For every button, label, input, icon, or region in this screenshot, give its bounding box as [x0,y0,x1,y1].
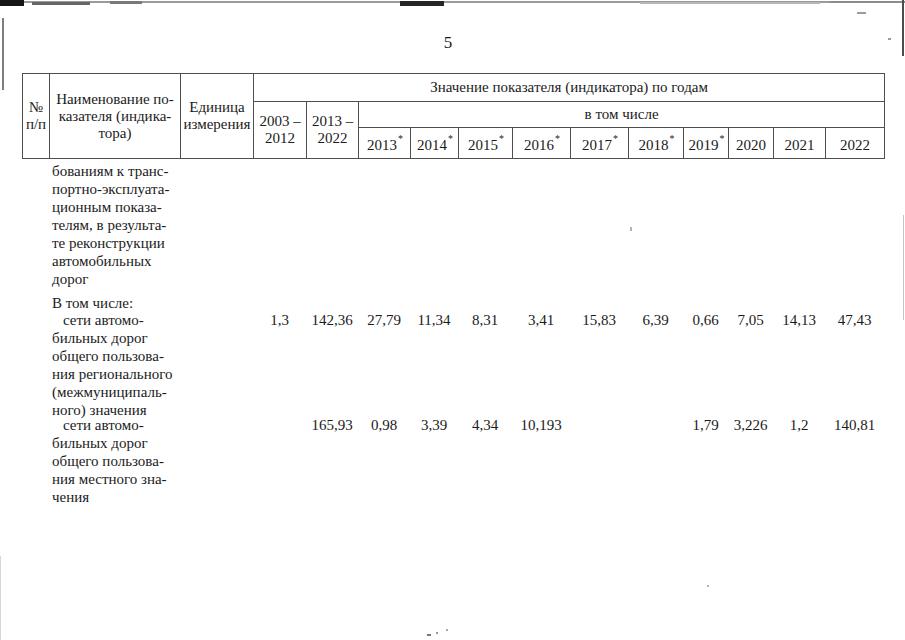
scan-artifact [857,12,866,14]
value-cell: 142,36 [306,311,358,329]
header-cell-2003-2012: 2003 – 2012 [254,102,307,159]
header-cell-num: № п/п [23,74,50,159]
row-including-label: В том числе: [52,294,200,312]
scan-artifact [630,227,632,231]
value-cell: 15,83 [570,311,628,329]
value-cell: 0,66 [683,311,728,329]
year-label: 2014 [417,137,447,153]
footnote-star: * [613,133,618,144]
year-label: 2018 [639,137,669,153]
value-cell: 0,98 [358,416,410,434]
value-cell: 7,05 [728,311,773,329]
indicator-table-header: № п/п Наименование по- казателя (индика-… [22,73,885,159]
header-cell-year-2021: 2021 [774,128,826,159]
value-cell: 27,79 [358,311,410,329]
value-cell: 3,41 [512,311,570,329]
year-label: 2017 [582,137,612,153]
header-cell-unit: Единица измерения [181,74,254,159]
row-local-roads-values: 165,93 0,98 3,39 4,34 10,193 1,79 3,226 … [253,416,884,434]
value-cell: 140,81 [825,416,884,434]
page-number: 5 [436,33,460,53]
value-cell: 47,43 [825,311,884,329]
value-cell: 3,39 [410,416,458,434]
scan-artifact [400,1,444,6]
header-cell-year-2014: 2014* [411,128,459,159]
scan-artifact [427,634,431,636]
year-label: 2022 [840,137,870,153]
footnote-star: * [398,133,403,144]
value-cell: 1,3 [253,311,306,329]
scan-artifact [110,1,142,4]
year-label: 2019 [689,137,719,153]
value-cell: 10,193 [512,416,570,434]
scan-artifact [830,1,905,3]
row-regional-roads-values: 1,3 142,36 27,79 11,34 8,31 3,41 15,83 6… [253,311,884,329]
footnote-star: * [448,133,453,144]
year-label: 2021 [785,137,815,153]
year-label: 2020 [736,137,766,153]
scan-artifact [0,0,24,6]
header-cell-including: в том числе [359,102,885,128]
header-cell-2013-2022: 2013 – 2022 [307,102,359,159]
value-cell: 1,79 [683,416,728,434]
value-cell [628,416,683,434]
header-cell-year-2013: 2013* [359,128,411,159]
row-indicator-continuation-text: бованиям к транс- портно-эксплуата- цион… [52,162,200,288]
header-cell-year-2016: 2016* [513,128,571,159]
value-cell: 1,2 [773,416,825,434]
scan-artifact [888,38,891,40]
footnote-star: * [499,133,504,144]
row-regional-roads-text: сети автомо- бильных дорог общего пользо… [52,311,200,419]
footnote-star: * [720,133,725,144]
scan-artifact-right-line [902,0,904,56]
year-label: 2016 [524,137,554,153]
footnote-star: * [670,133,675,144]
row-local-roads-text: сети автомо- бильных дорог общего пользо… [52,416,200,506]
scan-artifact [0,556,1,640]
scan-artifact [446,629,448,631]
footnote-star: * [555,133,560,144]
value-cell [253,416,306,434]
value-cell: 8,31 [458,311,512,329]
header-cell-years-group: Значение показателя (индикатора) по года… [254,74,885,102]
header-cell-year-2018: 2018* [629,128,684,159]
scan-artifact [32,2,90,5]
value-cell: 14,13 [773,311,825,329]
value-cell: 165,93 [306,416,358,434]
header-cell-year-2020: 2020 [729,128,774,159]
value-cell: 6,39 [628,311,683,329]
value-cell: 11,34 [410,311,458,329]
scan-artifact [436,632,438,634]
value-cell [570,416,628,434]
scan-artifact [640,2,820,4]
header-cell-year-2022: 2022 [826,128,885,159]
scan-artifact-left-tick [2,18,4,90]
scan-artifact [903,215,904,320]
value-cell: 3,226 [728,416,773,434]
header-cell-year-2017: 2017* [571,128,629,159]
header-cell-year-2019: 2019* [684,128,729,159]
value-cell: 4,34 [458,416,512,434]
scan-artifact [707,585,709,587]
document-page: 5 № п/п Наименование по- казателя (индик… [0,0,905,640]
year-label: 2013 [367,137,397,153]
year-label: 2015 [468,137,498,153]
header-cell-year-2015: 2015* [459,128,513,159]
header-cell-indicator-name: Наименование по- казателя (индика- тора) [50,74,181,159]
